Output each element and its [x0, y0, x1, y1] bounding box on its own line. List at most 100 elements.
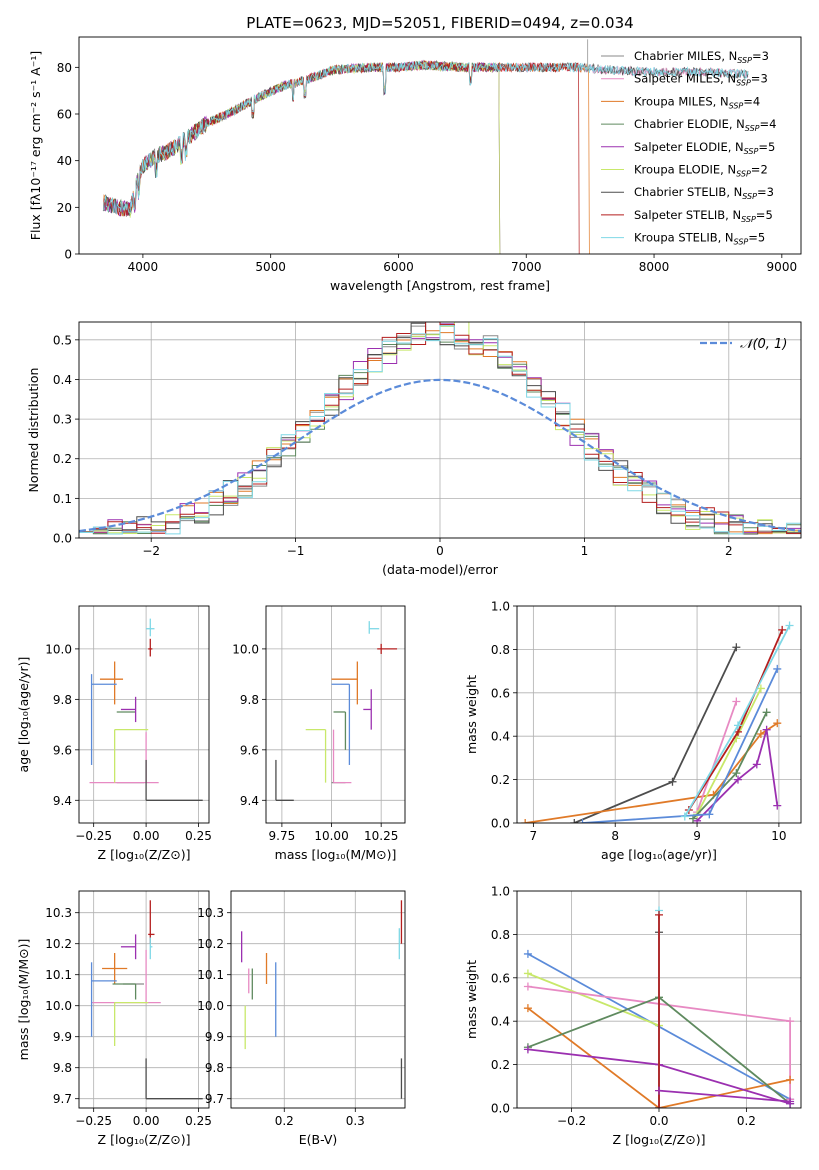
y-tick-label: 10.0	[232, 642, 259, 656]
y-tick-label: 10.3	[45, 906, 72, 920]
y-tick-label: 0.8	[491, 928, 510, 942]
legend-nssp-label: , N	[725, 208, 741, 222]
series-line	[527, 972, 660, 1027]
plus-marker	[762, 725, 771, 734]
series-line	[527, 1007, 791, 1108]
y-tick-label: 10.1	[45, 968, 72, 982]
data-point	[102, 953, 128, 984]
y-tick-label: 10.1	[197, 968, 224, 982]
x-tick-label: 0.3	[346, 1114, 365, 1128]
spectrum-line	[102, 61, 501, 254]
x-tick-label: 1	[581, 544, 589, 558]
legend-label: 𝒩(0, 1)	[740, 337, 787, 352]
plus-marker	[733, 721, 742, 730]
data-point	[333, 711, 347, 750]
y-tick-label: 80	[57, 61, 72, 75]
data-point	[332, 729, 352, 784]
legend-nssp-label: , N	[721, 49, 737, 63]
legend-nssp-eq: =	[751, 163, 761, 177]
x-tick-label: 8000	[639, 260, 670, 274]
x-axis-label: (data-model)/error	[382, 562, 499, 577]
y-tick-label: 0.5	[53, 333, 72, 347]
y-tick-label: 9.8	[53, 693, 72, 707]
x-axis-label: Z [log₁₀(Z/Z⊙)]	[98, 1132, 191, 1147]
histogram-line	[79, 322, 801, 534]
spectrum-line	[102, 60, 580, 254]
y-tick-label: 0.2	[491, 773, 510, 787]
axes-frame	[516, 605, 802, 824]
data-point	[113, 1001, 149, 1046]
x-tick-label: 9	[693, 829, 701, 843]
legend-label: Salpeter STELIB, NSSP=5	[634, 208, 773, 224]
legend-series-name: Chabrier MILES	[634, 49, 721, 63]
y-tick-label: 0.1	[53, 492, 72, 506]
x-tick-label: 0.25	[185, 1114, 212, 1128]
legend-series-name: Salpeter MILES	[634, 72, 720, 86]
y-tick-label: 0.2	[53, 452, 72, 466]
data-point	[112, 983, 137, 1000]
data-point	[148, 638, 153, 657]
legend-series-name: Chabrier STELIB	[634, 185, 726, 199]
x-tick-label: 10.00	[314, 829, 348, 843]
series-line	[696, 688, 762, 815]
legend-label: Chabrier STELIB, NSSP=3	[634, 185, 774, 201]
histogram-line	[79, 322, 801, 535]
plus-marker	[732, 769, 741, 778]
plus-marker	[523, 949, 532, 958]
legend-nssp-eq: =	[748, 231, 758, 245]
legend-nssp-label: , N	[720, 163, 736, 177]
legend-nssp-label: , N	[726, 185, 742, 199]
legend-nssp-value: 3	[767, 185, 774, 199]
x-tick-label: 8	[611, 829, 619, 843]
x-axis-label: wavelength [Angstrom, rest frame]	[330, 278, 550, 293]
x-tick-label: 0.0	[649, 1114, 668, 1128]
y-tick-label: 9.4	[240, 794, 259, 808]
panel-mass-vs-Z: −0.25 0.00 0.25 9.7 9.8 9.9 10.0 10.1 10.2 10.3 Z …	[16, 890, 212, 1147]
x-tick-label: 0.00	[133, 829, 160, 843]
y-tick-label: 9.8	[53, 1061, 72, 1075]
gaussian-curve	[79, 378, 801, 533]
plot-area	[79, 322, 801, 538]
plot-area	[266, 606, 405, 823]
data-point	[275, 759, 294, 801]
y-tick-label: 1.0	[491, 885, 510, 899]
legend-nssp-value: 2	[760, 163, 767, 177]
x-tick-label: −0.2	[557, 1114, 586, 1128]
x-tick-label: −0.25	[75, 829, 112, 843]
axes-frame	[516, 890, 802, 1109]
y-tick-label: 1.0	[491, 600, 510, 614]
y-axis-label: mass weight	[464, 960, 479, 1039]
data-point	[145, 759, 203, 801]
y-tick-label: 0.0	[491, 1102, 510, 1116]
legend-nssp-sub: SSP	[734, 238, 749, 247]
plus-marker	[570, 819, 579, 823]
y-tick-label: 9.4	[53, 794, 72, 808]
panel-age-vs-Z: −0.25 0.00 0.25 9.4 9.6 9.8 10.0 Z [log₁₀(Z/Z⊙)…	[16, 605, 212, 862]
plot-area	[517, 891, 801, 1108]
legend-series-name: Kroupa ELODIE	[634, 163, 720, 177]
plus-marker	[578, 819, 587, 823]
legend-nssp-sub: SSP	[729, 101, 744, 110]
axes-frame	[78, 321, 802, 539]
x-tick-label: 7000	[511, 260, 542, 274]
y-tick-label: 10.2	[197, 937, 224, 951]
x-axis-label: mass [log₁₀(M/M⊙)]	[275, 847, 397, 862]
y-tick-label: 0.4	[53, 373, 72, 387]
legend-nssp-label: , N	[729, 117, 745, 131]
x-tick-label: 7	[530, 829, 538, 843]
data-point	[145, 1058, 203, 1100]
plus-marker	[786, 1097, 795, 1106]
legend-nssp-eq: =	[752, 49, 762, 63]
plus-marker	[778, 625, 787, 634]
series-line	[696, 701, 738, 813]
plus-marker	[732, 643, 741, 652]
legend-nssp-eq: =	[743, 94, 753, 108]
x-tick-label: 0.25	[185, 829, 212, 843]
x-tick-label: 9000	[767, 260, 798, 274]
plus-marker	[655, 910, 663, 919]
plus-marker	[786, 1017, 795, 1026]
panel-mass-weight-vs-age: 7 8 9 10 0.0 0.2 0.4 0.6 0.8 1.0 age [log₁₀(age/yr…	[464, 600, 802, 862]
legend-nssp-sub: SSP	[736, 170, 751, 179]
y-tick-label: 9.8	[205, 1061, 224, 1075]
